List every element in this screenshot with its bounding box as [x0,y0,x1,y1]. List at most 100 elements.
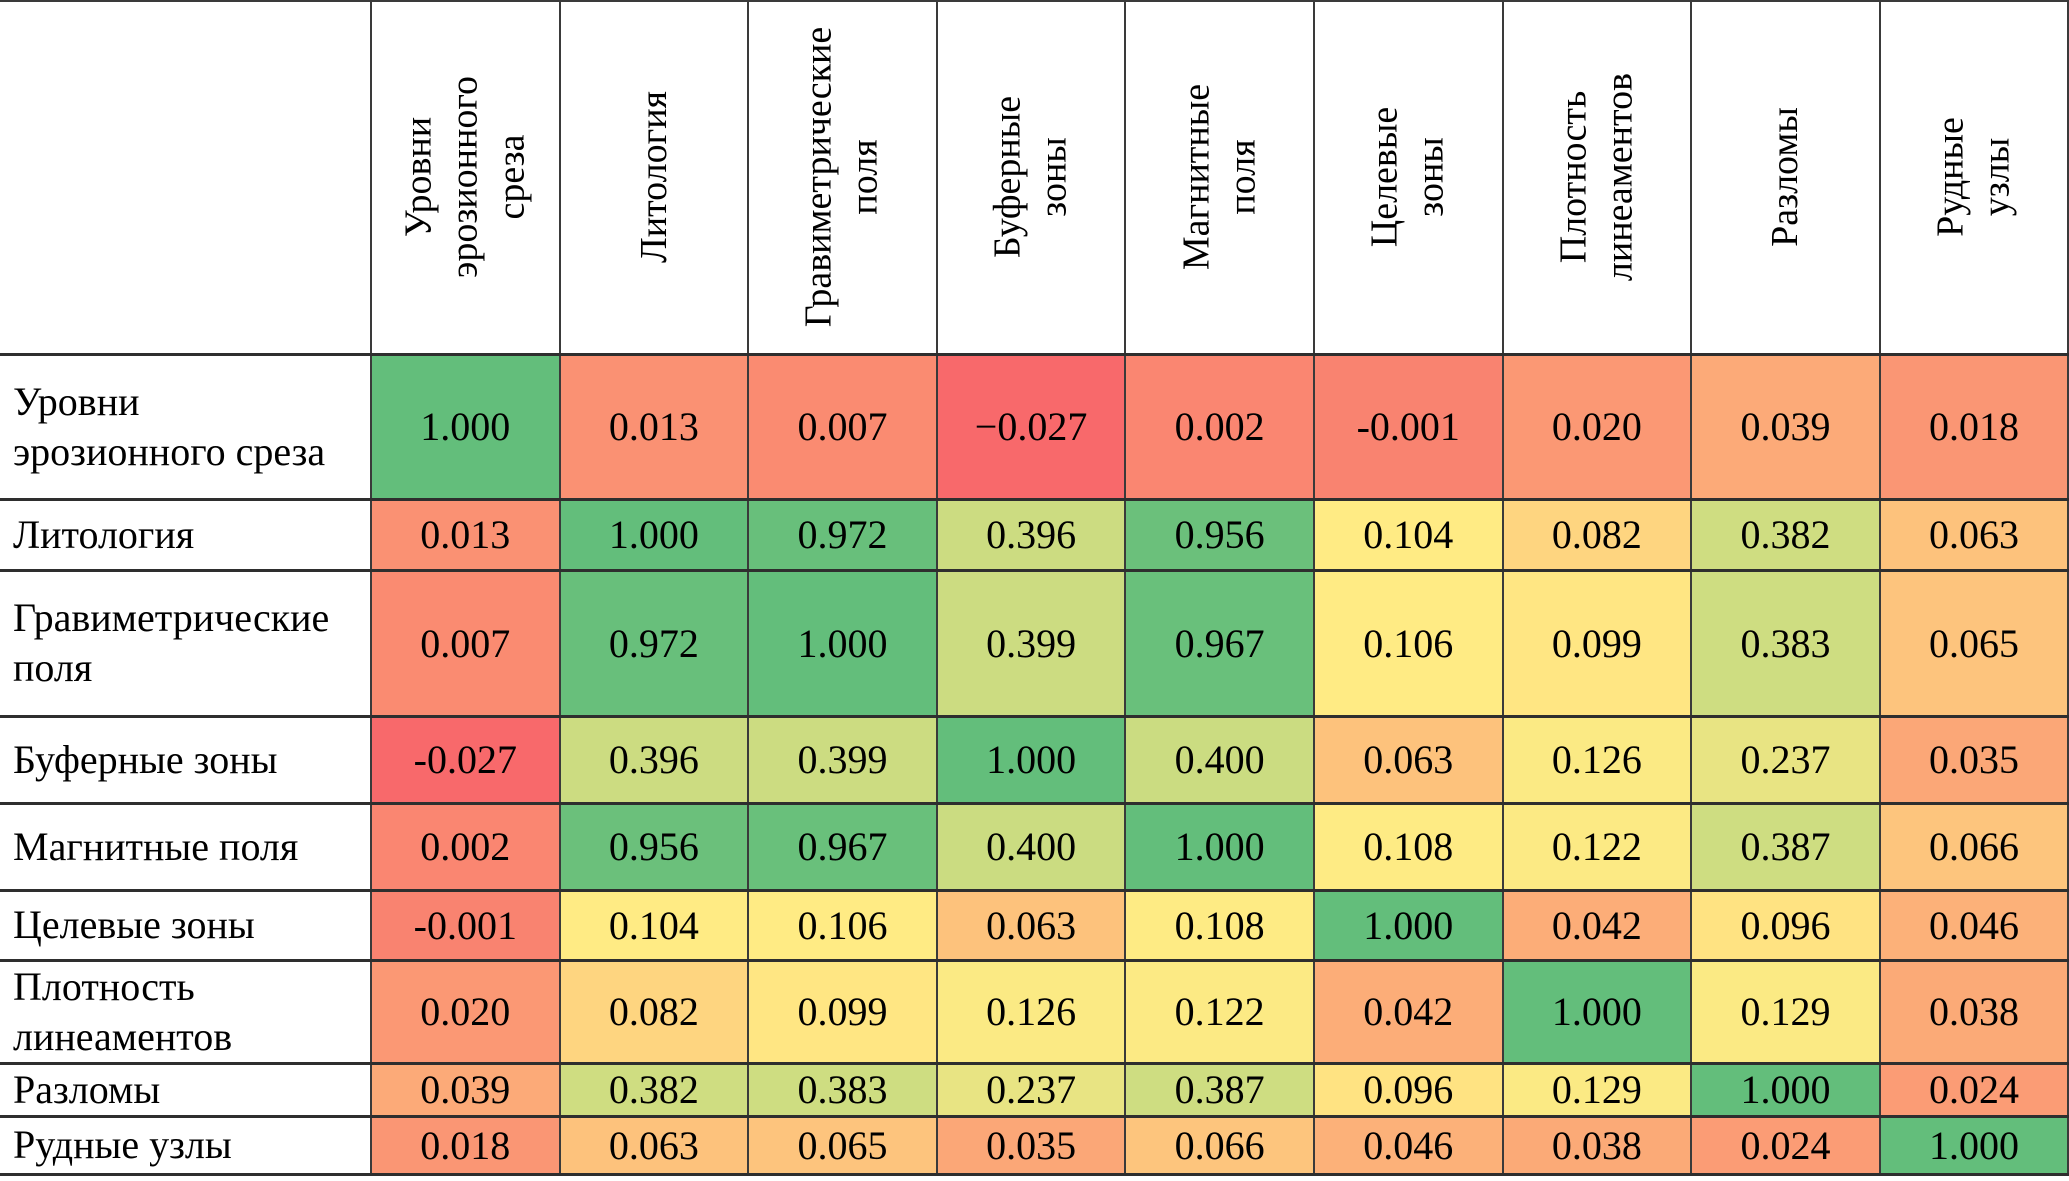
column-header-label: Плотность линеаментов [1552,73,1641,282]
matrix-cell: 1.000 [1878,1115,2069,1175]
matrix-cell: 0.065 [747,1115,938,1175]
column-header-label: Литология [632,91,675,264]
matrix-cell: 1.000 [935,715,1127,804]
table-row: Уровни эрозионного среза 1.000 0.013 0.007−… [0,353,2069,500]
matrix-cell: 0.099 [747,959,938,1064]
column-header: Разломы [1690,0,1881,356]
column-header-label: Целевые зоны [1363,107,1453,248]
matrix-cell: 0.972 [747,498,938,571]
matrix-cell: 0.383 [1690,569,1881,717]
table-row: Гравиметрические поля 0.007 0.972 1.000 0.39… [0,569,2069,717]
matrix-cell: 0.007 [747,353,938,500]
matrix-cell: 0.018 [370,1115,561,1175]
matrix-body: Уровни эрозионного среза 1.000 0.013 0.007−… [0,353,2069,1175]
matrix-cell: 0.063 [1312,715,1504,804]
matrix-cell: 0.063 [558,1115,750,1175]
matrix-cell: 0.066 [1878,802,2069,891]
column-header-label: Разломы [1764,107,1807,248]
matrix-cell: 0.002 [1124,353,1315,500]
matrix-cell: 0.099 [1501,569,1693,717]
table-row: Магнитные поля 0.002 0.956 0.967 0.400 1.000 0… [0,802,2069,891]
matrix-cell: 0.129 [1690,959,1881,1064]
matrix-cell: -0.027 [370,715,561,804]
column-header: Буферные зоны [935,0,1127,356]
column-header: Уровни эрозионного среза [370,0,561,356]
table-row: Плотность линеаментов 0.020 0.082 0.099 0.12… [0,959,2069,1064]
matrix-cell: 1.000 [370,353,561,500]
column-header: Магнитные поля [1124,0,1315,356]
matrix-cell: 0.007 [370,569,561,717]
row-header: Гравиметрические поля [0,569,372,717]
matrix-cell: 0.065 [1878,569,2069,717]
column-header-label: Магнитные поля [1175,84,1264,271]
corner-cell [0,0,372,356]
matrix-cell: 0.396 [935,498,1127,571]
matrix-cell: 0.046 [1312,1115,1504,1175]
matrix-cell: 0.096 [1690,889,1881,961]
matrix-cell: 0.122 [1124,959,1315,1064]
matrix-cell: 0.399 [747,715,938,804]
matrix-cell: 0.122 [1501,802,1693,891]
matrix-cell: 0.956 [558,802,750,891]
matrix-cell: 0.400 [1124,715,1315,804]
matrix-cell: 0.972 [558,569,750,717]
column-header-label: Гравиметрические поля [798,27,887,328]
table-row: Разломы 0.039 0.382 0.383 0.237 0.387 0.096 0.1… [0,1062,2069,1117]
matrix-cell: 0.382 [1690,498,1881,571]
matrix-cell: 0.063 [935,889,1127,961]
matrix-cell: −0.027 [935,353,1127,500]
matrix-cell: 0.237 [935,1062,1127,1117]
column-header-label: Уровни эрозионного среза [397,76,533,279]
matrix-cell: 0.018 [1878,353,2069,500]
matrix-cell: 1.000 [558,498,750,571]
column-header: Литология [558,0,750,356]
matrix-cell: 0.108 [1124,889,1315,961]
matrix-cell: 0.108 [1312,802,1504,891]
matrix-cell: 0.104 [1312,498,1504,571]
table-row: Рудные узлы 0.018 0.063 0.065 0.035 0.066 0.04… [0,1115,2069,1175]
matrix-cell: 0.024 [1878,1062,2069,1117]
matrix-cell: 1.000 [1501,959,1693,1064]
matrix-cell: 0.399 [935,569,1127,717]
column-header: Целевые зоны [1312,0,1504,356]
matrix-cell: 0.400 [935,802,1127,891]
column-header-label: Буферные зоны [986,96,1076,259]
matrix-cell: 0.096 [1312,1062,1504,1117]
matrix-cell: 0.039 [1690,353,1881,500]
matrix-cell: 1.000 [1690,1062,1881,1117]
matrix-cell: 1.000 [747,569,938,717]
matrix-cell: 0.038 [1878,959,2069,1064]
matrix-cell: 0.066 [1124,1115,1315,1175]
matrix-cell: 0.042 [1501,889,1693,961]
row-header: Целевые зоны [0,889,372,961]
matrix-cell: 0.387 [1690,802,1881,891]
column-header-label: Рудные узлы [1929,117,2019,238]
column-header: Гравиметрические поля [747,0,938,356]
matrix-cell: 1.000 [1312,889,1504,961]
table-row: Литология 0.013 1.000 0.972 0.396 0.956 0.104 0… [0,498,2069,571]
matrix-cell: 0.042 [1312,959,1504,1064]
matrix-cell: 0.002 [370,802,561,891]
row-header: Плотность линеаментов [0,959,372,1064]
column-header: Плотность линеаментов [1501,0,1693,356]
table-row: Целевые зоны -0.001 0.104 0.106 0.063 0.108 1.… [0,889,2069,961]
header-row: Уровни эрозионного среза Литология Гравиме… [0,0,2069,356]
table-row: Буферные зоны -0.027 0.396 0.399 1.000 0.400 0… [0,715,2069,804]
matrix-cell: 0.039 [370,1062,561,1117]
row-header: Литология [0,498,372,571]
matrix-cell: 0.396 [558,715,750,804]
matrix-cell: 0.082 [558,959,750,1064]
matrix-cell: 0.082 [1501,498,1693,571]
matrix-cell: 0.383 [747,1062,938,1117]
matrix-cell: -0.001 [1312,353,1504,500]
matrix-cell: 0.046 [1878,889,2069,961]
row-header: Рудные узлы [0,1115,372,1175]
matrix-cell: 0.035 [935,1115,1127,1175]
matrix-cell: 0.126 [1501,715,1693,804]
row-header: Разломы [0,1062,372,1117]
matrix-cell: 0.106 [747,889,938,961]
column-header: Рудные узлы [1878,0,2069,356]
matrix-cell: -0.001 [370,889,561,961]
matrix-cell: 0.967 [1124,569,1315,717]
